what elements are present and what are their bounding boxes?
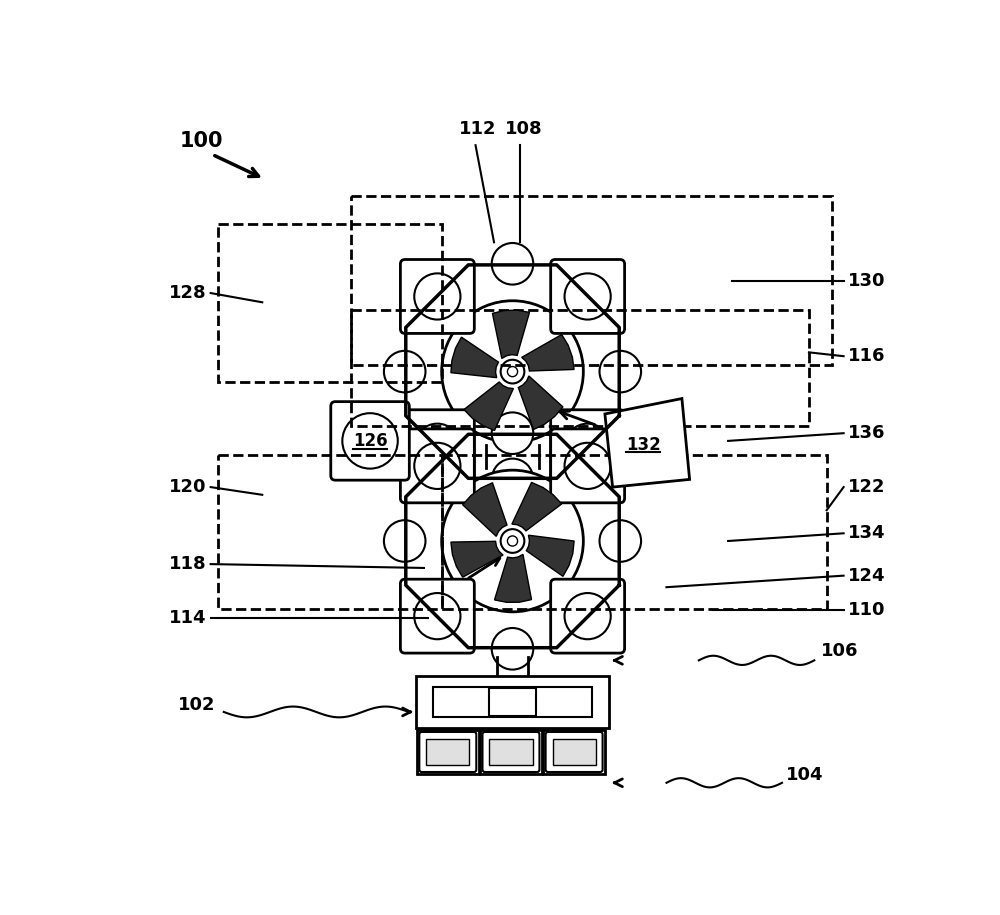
Polygon shape xyxy=(494,554,532,602)
Text: 114: 114 xyxy=(169,609,207,627)
Text: 120: 120 xyxy=(169,479,207,496)
Polygon shape xyxy=(492,310,529,359)
Bar xyxy=(416,676,609,728)
Circle shape xyxy=(600,350,641,393)
Circle shape xyxy=(442,301,583,443)
Polygon shape xyxy=(463,483,507,536)
Bar xyxy=(417,729,479,774)
Circle shape xyxy=(565,593,611,640)
Text: 104: 104 xyxy=(786,766,823,784)
Text: 134: 134 xyxy=(847,524,885,543)
Text: 112: 112 xyxy=(459,121,496,138)
Text: 108: 108 xyxy=(505,121,542,138)
FancyBboxPatch shape xyxy=(419,732,476,772)
Circle shape xyxy=(501,529,524,553)
FancyBboxPatch shape xyxy=(331,402,409,480)
Polygon shape xyxy=(526,535,574,576)
Circle shape xyxy=(492,458,533,501)
Circle shape xyxy=(614,415,673,474)
Bar xyxy=(442,455,827,608)
Circle shape xyxy=(501,360,524,383)
Text: 130: 130 xyxy=(847,272,885,290)
Circle shape xyxy=(507,536,518,546)
Circle shape xyxy=(384,521,425,562)
Bar xyxy=(218,224,442,382)
Bar xyxy=(489,688,536,716)
Circle shape xyxy=(507,367,518,377)
Text: 124: 124 xyxy=(847,566,885,585)
FancyBboxPatch shape xyxy=(551,260,625,333)
Circle shape xyxy=(442,470,583,612)
Text: 116: 116 xyxy=(847,347,885,365)
Polygon shape xyxy=(605,399,690,487)
FancyBboxPatch shape xyxy=(551,410,625,484)
FancyBboxPatch shape xyxy=(551,429,625,503)
Polygon shape xyxy=(512,482,562,531)
Circle shape xyxy=(492,413,533,454)
Text: 122: 122 xyxy=(847,479,885,496)
Bar xyxy=(433,686,592,717)
FancyBboxPatch shape xyxy=(546,732,603,772)
Bar xyxy=(218,455,442,608)
Circle shape xyxy=(565,424,611,469)
Bar xyxy=(351,310,809,425)
Circle shape xyxy=(600,521,641,562)
Bar xyxy=(426,739,469,765)
Circle shape xyxy=(414,274,460,319)
Text: 126: 126 xyxy=(353,432,387,450)
Text: 136: 136 xyxy=(847,425,885,442)
Text: 100: 100 xyxy=(180,131,223,151)
Polygon shape xyxy=(522,335,574,371)
Text: 106: 106 xyxy=(820,642,858,661)
Bar xyxy=(489,739,533,765)
Text: 102: 102 xyxy=(178,696,215,715)
Polygon shape xyxy=(518,376,563,429)
FancyBboxPatch shape xyxy=(482,732,539,772)
Bar xyxy=(480,729,542,774)
Circle shape xyxy=(384,350,425,393)
Text: 110: 110 xyxy=(847,601,885,619)
FancyBboxPatch shape xyxy=(400,410,474,484)
Polygon shape xyxy=(451,542,503,577)
Text: 128: 128 xyxy=(169,284,207,302)
Circle shape xyxy=(414,443,460,489)
Text: 118: 118 xyxy=(169,555,207,573)
Circle shape xyxy=(565,443,611,489)
FancyBboxPatch shape xyxy=(551,579,625,653)
Bar xyxy=(543,729,605,774)
FancyBboxPatch shape xyxy=(400,260,474,333)
Circle shape xyxy=(414,424,460,469)
Circle shape xyxy=(492,243,533,285)
Circle shape xyxy=(342,414,398,468)
FancyBboxPatch shape xyxy=(400,429,474,503)
Circle shape xyxy=(492,628,533,670)
Bar xyxy=(351,196,832,365)
Circle shape xyxy=(414,593,460,640)
Bar xyxy=(553,739,596,765)
Circle shape xyxy=(565,274,611,319)
Polygon shape xyxy=(451,337,498,378)
Polygon shape xyxy=(464,382,513,431)
FancyBboxPatch shape xyxy=(400,579,474,653)
Text: 132: 132 xyxy=(626,436,661,454)
